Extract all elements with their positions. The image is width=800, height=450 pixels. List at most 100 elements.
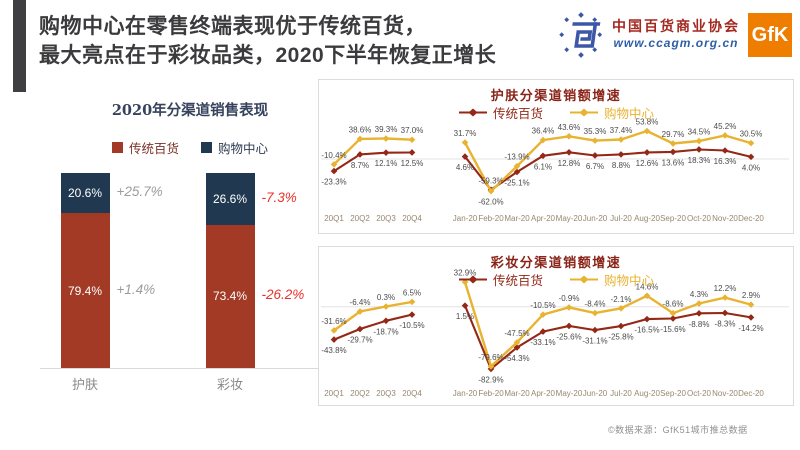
makeup_growth-data-point bbox=[356, 325, 364, 333]
bar-segment-mall-护肤: 20.6% bbox=[60, 173, 110, 214]
makeup_growth-data-point bbox=[565, 304, 573, 311]
legend-swatch bbox=[201, 142, 212, 153]
skincare-growth-chart: 20Q1 20Q2 20Q3 20Q4 Jan-20 Feb-20 Mar-20 Apr-20… bbox=[321, 118, 789, 223]
x-axis-label: Oct-20 bbox=[687, 389, 712, 398]
x-axis-label: Dec-20 bbox=[738, 214, 764, 223]
growth-annotation: +25.7% bbox=[116, 184, 163, 200]
skincare_growth-data-label: 18.3% bbox=[688, 156, 711, 165]
x-axis-label: Jun-20 bbox=[583, 214, 608, 223]
makeup_growth-data-label: -31.1% bbox=[582, 337, 607, 346]
makeup_growth-data-point bbox=[721, 309, 729, 317]
makeup_growth-data-label: -31.6% bbox=[321, 317, 346, 326]
makeup_growth-data-label: 0.3% bbox=[377, 293, 395, 302]
makeup_growth-data-label: -25.8% bbox=[608, 333, 633, 342]
makeup_growth-data-label: 2.9% bbox=[742, 291, 760, 300]
makeup_growth-data-label: -47.5% bbox=[504, 329, 529, 338]
skincare_growth-data-label: 37.4% bbox=[610, 126, 633, 135]
line-diamond-marker-icon bbox=[458, 275, 487, 284]
skincare-chart-legend: 传统百货 购物中心 bbox=[319, 103, 793, 122]
makeup_growth-data-label: 4.3% bbox=[690, 290, 708, 299]
x-axis-label: Aug-20 bbox=[634, 389, 660, 398]
legend-label: 传统百货 bbox=[492, 107, 543, 121]
association-url: www.ccagm.org.cn bbox=[613, 36, 739, 51]
skincare_growth-data-label: 6.7% bbox=[586, 162, 604, 171]
bar-chart-baseline bbox=[40, 368, 336, 369]
x-axis-label: Oct-20 bbox=[687, 214, 712, 223]
makeup_growth-data-label: -8.8% bbox=[689, 320, 710, 329]
skincare_growth-data-label: -23.3% bbox=[321, 178, 346, 187]
skincare_growth-data-point bbox=[721, 147, 729, 154]
x-axis-label: 20Q1 bbox=[324, 389, 344, 398]
line-diamond-marker-icon bbox=[458, 108, 487, 117]
skincare_growth-data-label: 4.0% bbox=[742, 163, 760, 172]
skincare_growth-data-point bbox=[617, 151, 625, 158]
x-axis-label: Sep-20 bbox=[660, 389, 686, 398]
x-axis-label: Mar-20 bbox=[504, 389, 530, 398]
association-name: 中国百货商业协会 bbox=[612, 18, 740, 35]
makeup_growth-legend-item-1: 购物中心 bbox=[569, 270, 654, 289]
makeup_growth-data-label: -16.5% bbox=[634, 326, 659, 335]
makeup_growth-data-label: 1.5% bbox=[456, 312, 474, 321]
x-axis-label: May-20 bbox=[556, 214, 583, 223]
makeup_growth-data-point bbox=[747, 314, 755, 321]
x-axis-label: May-20 bbox=[556, 389, 583, 398]
x-axis-label: 20Q2 bbox=[350, 214, 370, 223]
slide-title-line1: 购物中心在零售终端表现优于传统百货， bbox=[39, 15, 426, 38]
skincare_growth-data-point bbox=[565, 149, 573, 156]
skincare_growth-data-label: 8.8% bbox=[612, 161, 630, 170]
makeup_growth-data-label: -54.3% bbox=[504, 354, 529, 363]
header-logos: 中国百货商业协会 www.ccagm.org.cn GfK bbox=[558, 12, 792, 58]
skincare_growth-series-line-1 bbox=[463, 129, 752, 194]
x-axis-label: Dec-20 bbox=[738, 389, 764, 398]
skincare_growth-legend-item-0: 传统百货 bbox=[458, 103, 543, 122]
makeup_growth-data-label: 14.6% bbox=[636, 282, 659, 291]
makeup_growth-data-point bbox=[330, 336, 338, 343]
skincare_growth-data-point bbox=[565, 133, 573, 140]
makeup_growth-data-point bbox=[408, 298, 416, 306]
makeup_growth-data-label: -8.3% bbox=[715, 320, 736, 329]
x-axis-label: 20Q3 bbox=[376, 214, 396, 223]
makeup_growth-data-point bbox=[617, 322, 625, 330]
skincare_growth-data-label: 4.6% bbox=[456, 163, 474, 172]
skincare-growth-panel: 20Q1 20Q2 20Q3 20Q4 Jan-20 Feb-20 Mar-20 Apr-20… bbox=[318, 79, 794, 234]
bar-category-label: 护肤 bbox=[71, 377, 98, 392]
legend-label: 购物中心 bbox=[604, 107, 655, 121]
makeup_growth-data-label: -18.7% bbox=[373, 327, 398, 336]
makeup_growth-data-label: -6.4% bbox=[350, 298, 371, 307]
growth-annotation: +1.4% bbox=[116, 281, 156, 297]
x-axis-label: Sep-20 bbox=[660, 214, 686, 223]
makeup_growth-data-point bbox=[695, 300, 703, 307]
makeup_growth-data-label: -0.9% bbox=[559, 294, 580, 303]
bar-chart-plot: 20.6% 79.4% +25.7% +1.4% 护肤 26.6% 73.4% -7.3% -2… bbox=[40, 90, 336, 400]
x-axis-label: 20Q4 bbox=[402, 214, 422, 223]
skincare_growth-data-point bbox=[382, 149, 390, 156]
skincare_growth-data-point bbox=[408, 149, 416, 156]
skincare_growth-data-label: -59.3% bbox=[478, 176, 503, 185]
makeup_growth-data-point bbox=[461, 302, 469, 309]
skincare_growth-data-label: 13.6% bbox=[662, 158, 685, 167]
skincare_growth-data-point bbox=[643, 149, 651, 156]
makeup-growth-panel: 20Q1 20Q2 20Q3 20Q4 Jan-20 Feb-20 Mar-20 Apr-20… bbox=[318, 246, 794, 406]
skincare_growth-series-line-0 bbox=[333, 151, 413, 172]
makeup_growth-data-label: -10.5% bbox=[530, 301, 555, 310]
skincare_growth-data-point bbox=[695, 137, 703, 145]
makeup_growth-data-label: -82.9% bbox=[478, 375, 503, 384]
title-accent-bar bbox=[13, 0, 26, 92]
makeup_growth-data-label: -8.4% bbox=[585, 300, 606, 309]
line-diamond-marker-icon bbox=[570, 275, 598, 284]
x-axis-label: Nov-20 bbox=[712, 214, 738, 223]
x-axis-label: 20Q1 bbox=[324, 214, 344, 223]
x-axis-label: Mar-20 bbox=[504, 214, 530, 223]
makeup_growth-data-label: -79.6% bbox=[478, 353, 503, 362]
makeup_growth-legend-item-0: 传统百货 bbox=[458, 270, 543, 289]
skincare_growth-data-label: 12.8% bbox=[558, 159, 581, 168]
legend-label: 购物中心 bbox=[218, 142, 269, 156]
makeup_growth-series-line-1 bbox=[463, 281, 752, 369]
makeup-chart-legend: 传统百货 购物中心 bbox=[319, 270, 793, 289]
skincare_growth-data-label: 8.7% bbox=[351, 161, 369, 170]
legend-label: 传统百货 bbox=[492, 274, 543, 288]
skincare_growth-data-point bbox=[356, 151, 364, 158]
x-axis-label: Aug-20 bbox=[634, 214, 660, 223]
x-axis-label: 20Q4 bbox=[402, 389, 422, 398]
x-axis-label: Feb-20 bbox=[478, 389, 504, 398]
